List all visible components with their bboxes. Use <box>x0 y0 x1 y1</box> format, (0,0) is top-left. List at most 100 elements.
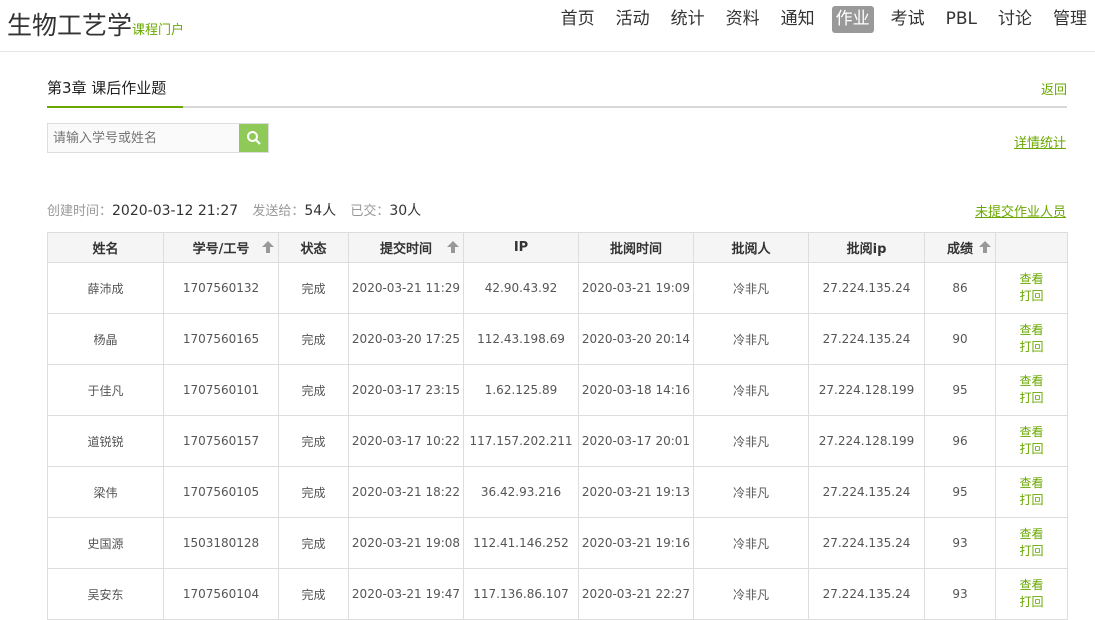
table-cell: 2020-03-21 19:16 <box>578 517 694 569</box>
nav-item[interactable]: 活动 <box>615 9 650 29</box>
table-cell: 完成 <box>278 517 349 569</box>
nav-item[interactable]: 首页 <box>560 9 595 29</box>
table-cell: 2020-03-21 18:22 <box>348 466 464 518</box>
view-link[interactable]: 查看 <box>1019 578 1044 592</box>
table-cell: 完成 <box>278 313 349 365</box>
table-cell: 冷非凡 <box>693 415 809 467</box>
nav-item[interactable]: 统计 <box>670 9 705 29</box>
title-bar: 第3章 课后作业题 返回 <box>47 72 1067 108</box>
actions-cell: 查看 打回 <box>995 262 1068 314</box>
nav-item[interactable]: 作业 <box>831 6 874 33</box>
column-header: 批阅人 <box>693 232 809 263</box>
table-cell: 117.157.202.211 <box>463 415 579 467</box>
sort-arrow-icon[interactable] <box>262 241 274 253</box>
table-cell: 吴安东 <box>47 568 164 620</box>
return-link[interactable]: 打回 <box>1019 493 1044 507</box>
table-cell: 86 <box>924 262 996 314</box>
table-cell: 2020-03-21 22:27 <box>578 568 694 620</box>
table-cell: 完成 <box>278 364 349 416</box>
table-cell: 梁伟 <box>47 466 164 518</box>
sort-arrow-icon[interactable] <box>447 241 459 253</box>
actions-cell: 查看 打回 <box>995 313 1068 365</box>
search-icon <box>246 131 261 145</box>
table-cell: 1707560101 <box>163 364 279 416</box>
actions-cell: 查看 打回 <box>995 466 1068 518</box>
column-header: 批阅时间 <box>578 232 694 263</box>
table-cell: 冷非凡 <box>693 262 809 314</box>
table-row: 杨晶 1707560165 完成 2020-03-20 17:25 112.43.198… <box>47 313 1068 365</box>
column-header: 批阅ip <box>808 232 925 263</box>
course-logo[interactable]: 生物工艺学课程门户 <box>7 11 185 40</box>
page-title: 第3章 课后作业题 <box>47 77 183 108</box>
nav-item[interactable]: 资料 <box>725 9 760 29</box>
table-row: 于佳凡 1707560101 完成 2020-03-17 23:15 1.62.125.… <box>47 364 1068 416</box>
table-cell: 1.62.125.89 <box>463 364 579 416</box>
table-cell: 2020-03-21 19:13 <box>578 466 694 518</box>
table-cell: 1707560105 <box>163 466 279 518</box>
search-button[interactable] <box>239 124 268 152</box>
return-link[interactable]: 打回 <box>1019 595 1044 609</box>
table-cell: 2020-03-20 20:14 <box>578 313 694 365</box>
submissions-table: 姓名 学号/工号 状态 提交时间 IP 批阅时间 批阅人 批阅ip 成绩 薛沛成 17075601… <box>47 232 1068 620</box>
table-cell: 薛沛成 <box>47 262 164 314</box>
table-row: 道锐锐 1707560157 完成 2020-03-17 10:22 117.157.2… <box>47 415 1068 467</box>
table-cell: 2020-03-17 10:22 <box>348 415 464 467</box>
nav-item[interactable]: 讨论 <box>998 9 1032 29</box>
column-header: IP <box>463 232 579 263</box>
view-link[interactable]: 查看 <box>1019 374 1044 388</box>
back-link[interactable]: 返回 <box>1040 83 1067 98</box>
nav-item[interactable]: 考试 <box>890 9 925 29</box>
table-cell: 90 <box>924 313 996 365</box>
table-cell: 完成 <box>278 466 349 518</box>
table-cell: 2020-03-17 20:01 <box>578 415 694 467</box>
table-cell: 史国源 <box>47 517 164 569</box>
table-cell: 27.224.135.24 <box>808 517 925 569</box>
return-link[interactable]: 打回 <box>1019 289 1044 303</box>
detail-stats-link[interactable]: 详情统计 <box>1013 136 1066 151</box>
nav-item[interactable]: PBL <box>945 9 977 29</box>
table-cell: 117.136.86.107 <box>463 568 579 620</box>
assignment-meta: 创建时间：2020-03-12 21:27 发送给：54人 已交：30人 <box>47 203 422 219</box>
table-cell: 112.43.198.69 <box>463 313 579 365</box>
table-cell: 1707560104 <box>163 568 279 620</box>
not-submitted-link[interactable]: 未提交作业人员 <box>974 205 1066 220</box>
table-cell: 冷非凡 <box>693 568 809 620</box>
table-cell: 杨晶 <box>47 313 164 365</box>
table-cell: 27.224.128.199 <box>808 364 925 416</box>
view-link[interactable]: 查看 <box>1019 272 1044 286</box>
nav-item[interactable]: 管理 <box>1053 9 1087 29</box>
column-header[interactable]: 成绩 <box>924 232 996 263</box>
nav-item[interactable]: 通知 <box>780 9 815 29</box>
table-row: 吴安东 1707560104 完成 2020-03-21 19:47 117.136.8… <box>47 568 1068 620</box>
table-cell: 2020-03-20 17:25 <box>348 313 464 365</box>
return-link[interactable]: 打回 <box>1019 391 1044 405</box>
table-cell: 冷非凡 <box>693 517 809 569</box>
table-cell: 完成 <box>278 415 349 467</box>
table-cell: 95 <box>924 466 996 518</box>
table-cell: 2020-03-21 19:47 <box>348 568 464 620</box>
table-cell: 36.42.93.216 <box>463 466 579 518</box>
sort-arrow-icon[interactable] <box>979 241 991 253</box>
return-link[interactable]: 打回 <box>1019 442 1044 456</box>
main-nav: 首页 活动 统计 资料 通知 作业 考试 PBL 讨论 管理 <box>544 6 1091 33</box>
search-input[interactable] <box>48 124 238 152</box>
view-link[interactable]: 查看 <box>1019 425 1044 439</box>
table-cell: 道锐锐 <box>47 415 164 467</box>
table-cell: 完成 <box>278 262 349 314</box>
column-header[interactable]: 提交时间 <box>348 232 464 263</box>
table-cell: 96 <box>924 415 996 467</box>
actions-cell: 查看 打回 <box>995 568 1068 620</box>
table-cell: 2020-03-21 19:09 <box>578 262 694 314</box>
return-link[interactable]: 打回 <box>1019 340 1044 354</box>
table-cell: 42.90.43.92 <box>463 262 579 314</box>
view-link[interactable]: 查看 <box>1019 527 1044 541</box>
table-row: 薛沛成 1707560132 完成 2020-03-21 11:29 42.90.43.… <box>47 262 1068 314</box>
actions-cell: 查看 打回 <box>995 364 1068 416</box>
return-link[interactable]: 打回 <box>1019 544 1044 558</box>
table-cell: 2020-03-17 23:15 <box>348 364 464 416</box>
column-header[interactable]: 学号/工号 <box>163 232 279 263</box>
table-cell: 于佳凡 <box>47 364 164 416</box>
view-link[interactable]: 查看 <box>1019 323 1044 337</box>
table-cell: 112.41.146.252 <box>463 517 579 569</box>
view-link[interactable]: 查看 <box>1019 476 1044 490</box>
